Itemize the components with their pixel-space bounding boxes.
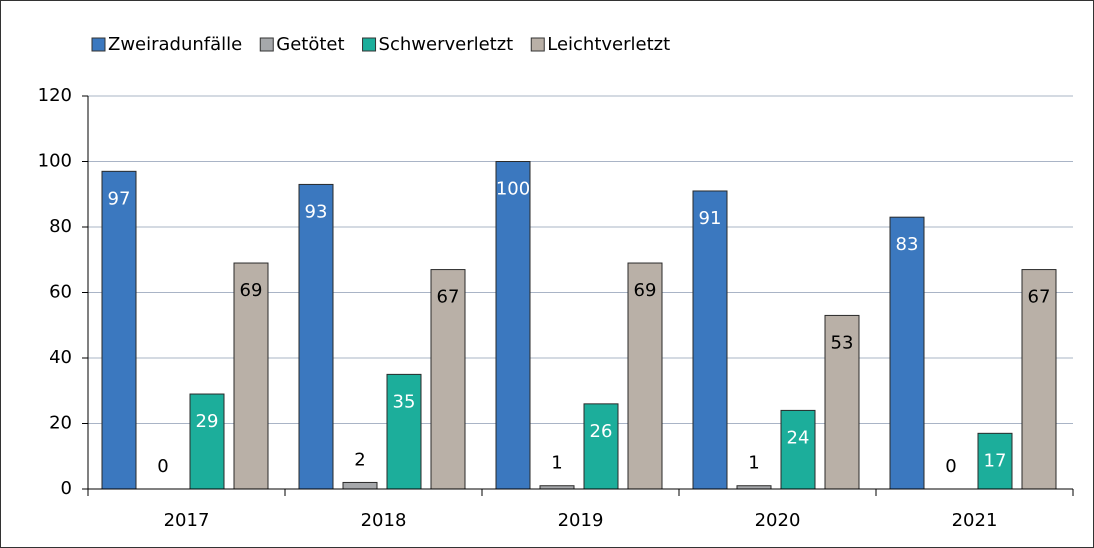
data-label: 26 [590, 421, 613, 442]
legend-swatch [362, 37, 377, 52]
x-tick-label: 2019 [558, 510, 604, 531]
bar [386, 373, 422, 490]
y-tick-label: 0 [61, 478, 72, 499]
legend-label: Zweiradunfälle [108, 34, 242, 55]
data-label: 97 [108, 188, 131, 209]
data-label: 2 [354, 449, 365, 470]
legend-label: Getötet [276, 34, 344, 55]
data-label: 0 [945, 456, 956, 477]
data-label: 69 [634, 280, 657, 301]
data-label: 24 [787, 427, 810, 448]
legend-label: Leichtverletzt [547, 34, 670, 55]
data-label: 67 [437, 287, 460, 308]
x-tick-label: 2018 [361, 510, 407, 531]
x-tick-label: 2021 [952, 510, 998, 531]
data-label: 83 [896, 234, 919, 255]
y-tick-label: 60 [49, 282, 72, 303]
bar [298, 183, 334, 490]
bar [780, 409, 816, 490]
bar [495, 161, 531, 490]
bar [583, 403, 619, 490]
legend-swatch [91, 37, 106, 52]
bar [342, 481, 378, 490]
data-label: 17 [984, 450, 1007, 471]
legend-swatch [530, 37, 545, 52]
bar [189, 393, 225, 490]
x-tick-label: 2020 [755, 510, 801, 531]
data-label: 53 [831, 332, 854, 353]
y-tick-label: 120 [38, 85, 72, 106]
data-label: 0 [157, 456, 168, 477]
data-label: 67 [1028, 287, 1051, 308]
data-label: 100 [496, 179, 530, 200]
data-label: 1 [551, 453, 562, 474]
bar [1021, 269, 1057, 490]
y-tick-label: 80 [49, 216, 72, 237]
data-label: 1 [748, 453, 759, 474]
y-tick-label: 40 [49, 347, 72, 368]
bar [233, 262, 269, 490]
data-label: 35 [393, 391, 416, 412]
data-label: 69 [240, 280, 263, 301]
bar [430, 269, 466, 490]
data-label: 93 [305, 201, 328, 222]
legend-swatch [259, 37, 274, 52]
y-tick-label: 20 [49, 413, 72, 434]
legend-label: Schwerverletzt [379, 34, 514, 55]
bar [692, 190, 728, 490]
y-tick-label: 100 [38, 151, 72, 172]
bar [627, 262, 663, 490]
x-tick-label: 2017 [164, 510, 210, 531]
data-label: 91 [699, 208, 722, 229]
bar [977, 432, 1013, 490]
bar [824, 314, 860, 490]
data-label: 29 [196, 411, 219, 432]
bar [889, 216, 925, 490]
bar [101, 170, 137, 490]
